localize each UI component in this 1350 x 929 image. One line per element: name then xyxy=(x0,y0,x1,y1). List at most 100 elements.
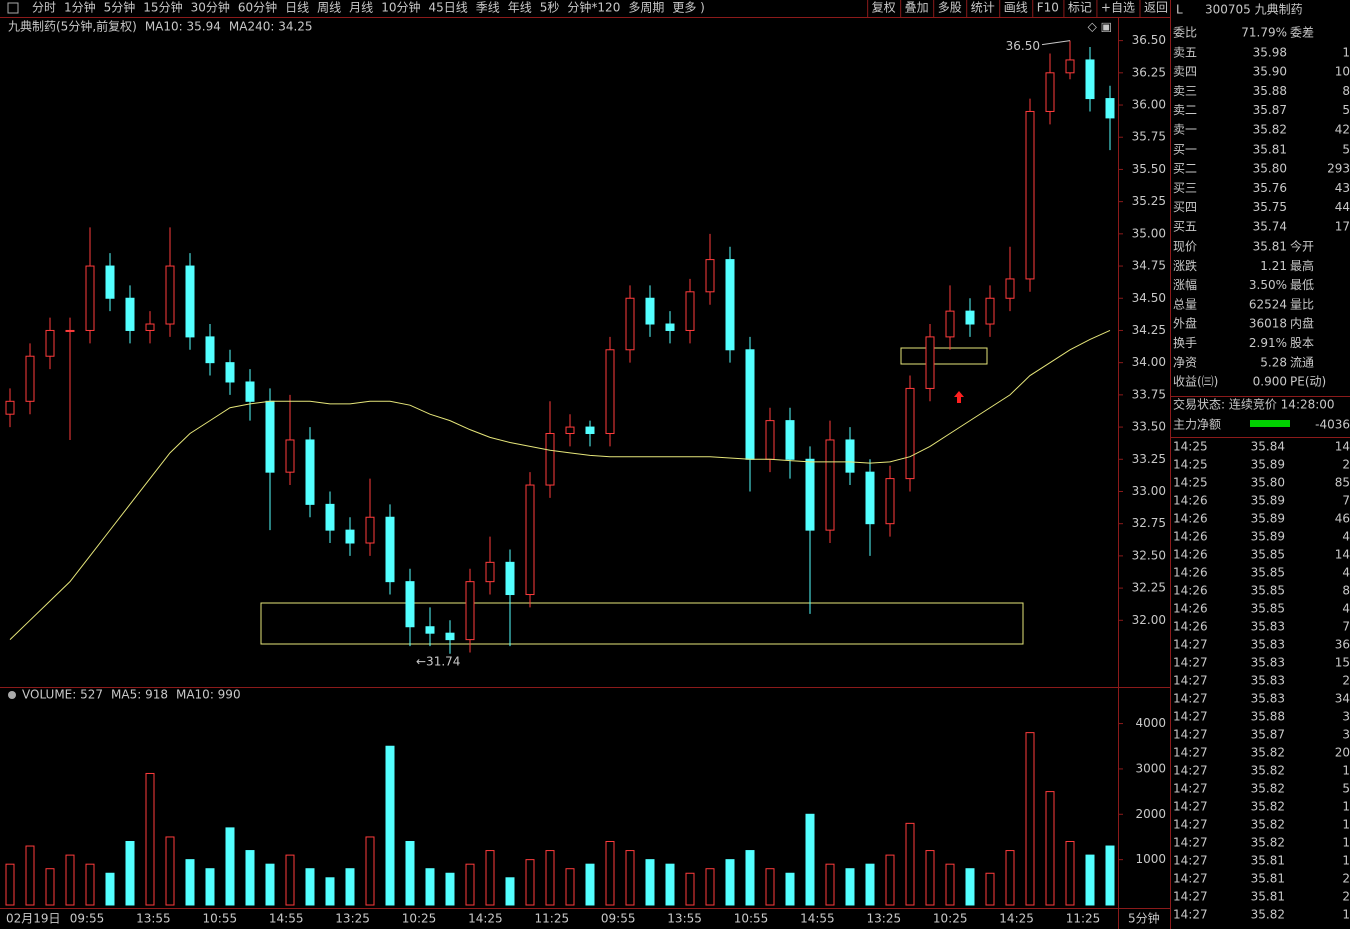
tool-button[interactable]: 多股 xyxy=(938,1,962,15)
volume-bar xyxy=(105,872,115,906)
book-label: 卖二 xyxy=(1173,103,1197,117)
period-tab[interactable]: 更多 ) xyxy=(672,1,705,15)
candle-body xyxy=(665,323,675,331)
period-tab[interactable]: 周线 xyxy=(317,1,341,15)
period-tab[interactable]: 30分钟 xyxy=(191,0,230,15)
candle-body xyxy=(245,381,255,402)
collapse-icon[interactable] xyxy=(8,691,16,699)
tick-volume: 8 xyxy=(1342,584,1350,598)
tick-price: 35.89 xyxy=(1251,458,1285,472)
tool-button[interactable]: 画线 xyxy=(1004,1,1028,15)
tick-volume: 7 xyxy=(1342,494,1350,508)
candle-body xyxy=(425,626,435,634)
tool-button[interactable]: +自选 xyxy=(1101,1,1135,15)
volume-bar xyxy=(925,850,935,906)
tick-time: 14:25 xyxy=(1173,476,1208,490)
period-tab[interactable]: 5分钟 xyxy=(104,0,136,15)
quote-value: 2.91% xyxy=(1249,336,1287,350)
candle-body xyxy=(265,400,275,473)
book-volume: 1 xyxy=(1342,46,1350,60)
tick-volume: 14 xyxy=(1335,548,1350,562)
book-price: 35.88 xyxy=(1253,84,1287,98)
tick-price: 35.87 xyxy=(1251,728,1285,742)
volume-bar xyxy=(225,827,235,906)
book-price: 35.75 xyxy=(1253,200,1287,214)
period-tab[interactable]: 15分钟 xyxy=(143,0,182,15)
period-tab[interactable]: 月线 xyxy=(349,1,373,15)
tick-time: 14:27 xyxy=(1173,728,1208,742)
quote-value: 5.28 xyxy=(1260,355,1287,369)
tick-time: 14:27 xyxy=(1173,818,1208,832)
quote-label: PE(动) xyxy=(1290,375,1326,389)
period-tab[interactable]: 10分钟 xyxy=(381,0,420,15)
quote-label: 量比 xyxy=(1290,297,1314,311)
candle-body xyxy=(625,297,635,351)
period-tab[interactable]: 45日线 xyxy=(428,1,467,15)
drawn-box xyxy=(260,602,1024,645)
candle-body xyxy=(5,400,15,415)
candle-body xyxy=(85,265,95,331)
candle-body xyxy=(645,297,655,325)
quote-value: 1.21 xyxy=(1260,259,1287,273)
volume-bar xyxy=(1045,791,1055,906)
x-tick-label: 14:55 xyxy=(269,912,304,926)
volume-bar xyxy=(905,822,915,906)
period-tab[interactable]: 1分钟 xyxy=(64,0,96,15)
period-tab[interactable]: 分钟*120 xyxy=(567,0,620,15)
volume-bar xyxy=(245,850,255,906)
candle-body xyxy=(305,439,315,505)
tick-price: 35.83 xyxy=(1251,656,1285,670)
tick-time: 14:25 xyxy=(1173,458,1208,472)
volume-bar xyxy=(765,868,775,906)
volume-bar xyxy=(1025,732,1035,906)
drawn-box xyxy=(900,347,988,365)
period-tab[interactable]: 分时 xyxy=(32,1,56,15)
y-tick-label: 36.00 xyxy=(1132,98,1166,112)
candle-body xyxy=(45,329,55,357)
tool-button[interactable]: 复权 xyxy=(872,1,896,15)
tick-volume: 3 xyxy=(1342,710,1350,724)
period-tab[interactable]: 年线 xyxy=(508,1,532,15)
y-tick-label: 35.75 xyxy=(1132,130,1166,144)
period-tab[interactable]: 季线 xyxy=(476,1,500,15)
tool-button[interactable]: 标记 xyxy=(1068,1,1092,15)
quote-label: 今开 xyxy=(1290,239,1314,254)
tick-volume: 46 xyxy=(1335,512,1350,526)
tick-time: 14:26 xyxy=(1173,602,1208,616)
period-tab[interactable]: 日线 xyxy=(285,1,309,15)
tool-button[interactable]: 统计 xyxy=(971,1,995,15)
volume-bar xyxy=(625,850,635,906)
tool-button[interactable]: 返回 xyxy=(1144,1,1168,15)
period-tab[interactable]: 60分钟 xyxy=(238,0,277,15)
book-price: 35.87 xyxy=(1253,103,1287,117)
candle-body xyxy=(105,265,115,299)
y-tick-label: 3000 xyxy=(1135,761,1166,775)
candle-body xyxy=(965,310,975,325)
candle-body xyxy=(365,516,375,544)
x-tick-label: 13:55 xyxy=(667,912,702,926)
volume-bar xyxy=(885,854,895,906)
volume-bar xyxy=(5,863,15,906)
tool-button[interactable]: 叠加 xyxy=(905,1,929,15)
y-tick-label: 33.00 xyxy=(1132,484,1166,498)
window-icons[interactable]: ◇ ▣ xyxy=(1088,20,1112,34)
candle-body xyxy=(405,581,415,628)
book-label: 卖四 xyxy=(1173,65,1197,79)
arrow-marker xyxy=(954,391,964,403)
tick-time: 14:27 xyxy=(1173,764,1208,778)
x-tick-label: 13:25 xyxy=(335,912,370,926)
x-tick-label: 09:55 xyxy=(601,912,636,926)
candle-body xyxy=(1065,59,1075,74)
volume-bar xyxy=(605,840,615,906)
volume-bar xyxy=(965,868,975,906)
volume-bar xyxy=(825,863,835,906)
tool-button[interactable]: F10 xyxy=(1037,1,1059,15)
period-tab[interactable]: 5秒 xyxy=(540,1,560,15)
tick-time: 14:26 xyxy=(1173,548,1208,562)
indicator: MA240: 34.25 xyxy=(229,20,313,34)
candle-body xyxy=(65,329,75,332)
tick-price: 35.89 xyxy=(1251,512,1285,526)
period-tab[interactable]: 多周期 xyxy=(628,1,664,15)
menu-icon xyxy=(7,2,19,14)
tick-volume: 34 xyxy=(1335,692,1350,706)
